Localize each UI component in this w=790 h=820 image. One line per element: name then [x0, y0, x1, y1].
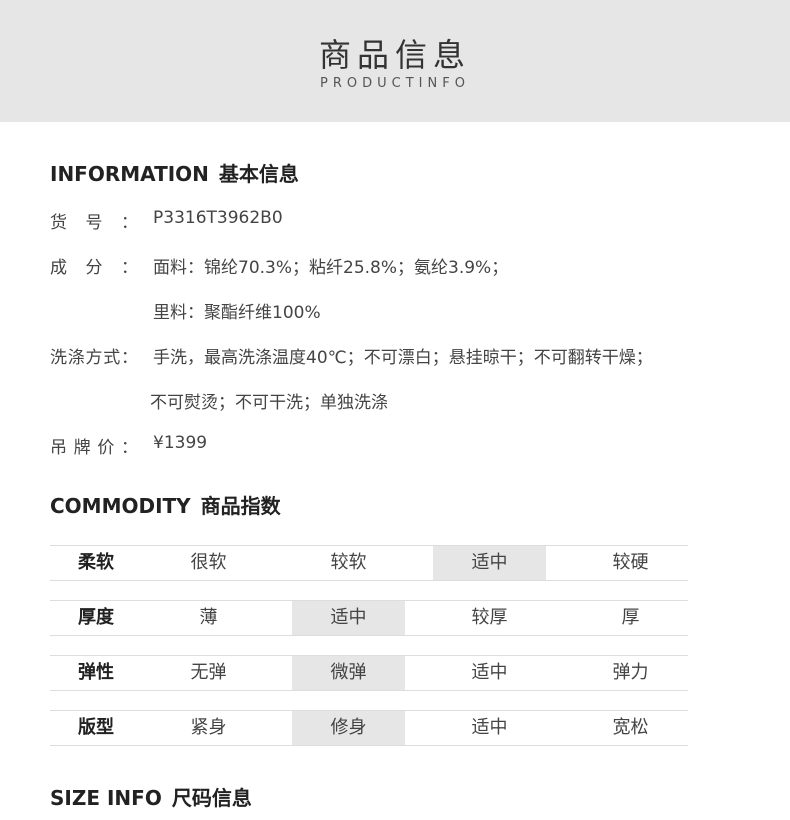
heading-cn: 尺码信息 [171, 786, 252, 810]
row-rule [50, 600, 688, 601]
info-value: 里料：聚酯纤维100% [153, 303, 321, 323]
info-value: P3316T3962B0 [153, 208, 283, 228]
row-rule [50, 690, 688, 691]
row-rule [50, 710, 688, 711]
option: 薄 [199, 607, 218, 628]
heading-en: INFORMATION [50, 162, 209, 186]
info-value: 面料：锦纶70.3%；粘纤25.8%；氨纶3.9%； [153, 258, 509, 278]
info-value: 手洗，最高洗涤温度40℃；不可漂白；悬挂晾干；不可翻转干燥； [153, 348, 653, 368]
info-label: 成分： [50, 258, 138, 278]
option: 较厚 [471, 607, 508, 628]
section-heading: COMMODITY 商品指数 [50, 490, 281, 519]
row-rule [50, 580, 688, 581]
heading-en: COMMODITY [50, 494, 191, 518]
heading-cn: 商品指数 [200, 494, 281, 518]
row-rule [50, 745, 688, 746]
option-selected: 修身 [292, 711, 405, 745]
info-value: 不可熨烫；不可干洗；单独洗涤 [150, 393, 388, 413]
option: 宽松 [612, 717, 649, 738]
option: 较硬 [612, 552, 649, 573]
row-label: 柔软 [78, 552, 114, 573]
info-value: ¥1399 [153, 433, 208, 453]
row-label: 弹性 [78, 662, 114, 683]
option: 较软 [330, 552, 367, 573]
option: 厚 [621, 607, 640, 628]
option: 适中 [471, 717, 508, 738]
option: 弹力 [612, 662, 649, 683]
row-label: 厚度 [78, 607, 114, 628]
option-selected: 适中 [292, 601, 405, 635]
option: 很软 [190, 552, 227, 573]
info-label: 货号： [50, 213, 138, 233]
section-heading: INFORMATION 基本信息 [50, 158, 299, 187]
row-rule [50, 635, 688, 636]
option: 适中 [471, 662, 508, 683]
info-label: 吊牌价： [50, 438, 138, 458]
heading-cn: 基本信息 [218, 162, 299, 186]
option-selected: 适中 [433, 546, 546, 580]
row-rule [50, 655, 688, 656]
info-label: 洗涤方式： [50, 348, 138, 368]
section-heading: SIZE INFO 尺码信息 [50, 782, 252, 811]
heading-en: SIZE INFO [50, 786, 162, 810]
row-rule [50, 545, 688, 546]
option-selected: 微弹 [292, 656, 405, 690]
header-band [0, 0, 790, 122]
header-title: 商品信息 [318, 36, 471, 74]
row-label: 版型 [78, 717, 114, 738]
header-subtitle: PRODUCTINFO [320, 76, 470, 91]
option: 紧身 [190, 717, 227, 738]
option: 无弹 [190, 662, 227, 683]
